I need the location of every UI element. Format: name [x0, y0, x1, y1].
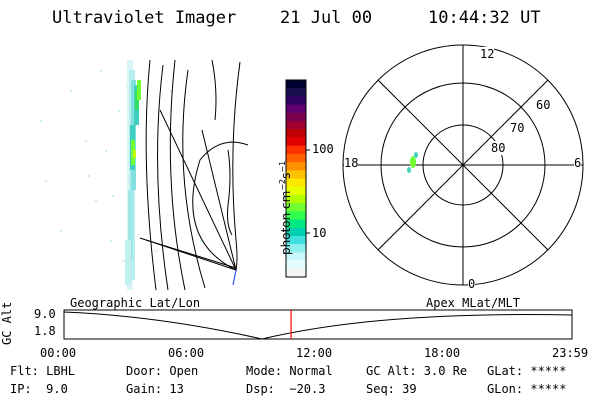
colorbar-tick-10: 10	[312, 226, 327, 240]
info-dsp: Dsp: −20.3	[246, 382, 326, 396]
timeline-right-title: Apex MLat/MLT	[426, 296, 520, 310]
mlt-label-12: 12	[480, 47, 495, 61]
colorbar-swatch	[286, 194, 306, 204]
y-tick-1-8: 1.8	[34, 324, 56, 338]
colorbar-swatch	[286, 88, 306, 97]
mlt-label-0: 0	[468, 277, 476, 291]
mlt-label-18: 18	[344, 156, 359, 170]
info-flt: Flt: LBHL	[10, 364, 76, 378]
colorbar-swatch	[286, 186, 306, 196]
colorbar-swatch	[286, 170, 306, 179]
colorbar-swatch	[286, 203, 306, 212]
info-gain: Gain: 13	[126, 382, 184, 396]
colorbar-swatch	[286, 104, 306, 114]
info-mode: Mode: Normal	[246, 364, 333, 378]
info-glat: GLat: *****	[487, 364, 567, 378]
date-label: 21 Jul 00	[280, 8, 373, 28]
info-gc-alt: GC Alt: 3.0 Re	[366, 364, 468, 378]
mlt-label-6: 6	[574, 156, 582, 170]
info-glon: GLon: *****	[487, 382, 567, 396]
colorbar-swatch	[286, 244, 306, 253]
lat-label-80: 80	[491, 141, 506, 155]
info-seq: Seq: 39	[366, 382, 417, 396]
colorbar-swatch	[286, 227, 306, 237]
colorbar-swatch	[286, 178, 306, 188]
instrument-title: Ultraviolet Imager	[52, 8, 237, 28]
colorbar-swatch	[286, 252, 306, 262]
colorbar-swatch	[286, 129, 306, 138]
colorbar-swatch	[286, 268, 306, 278]
lat-label-70: 70	[510, 121, 525, 135]
x-tick-1200: 12:00	[296, 346, 333, 360]
colorbar-swatch	[286, 235, 306, 245]
info-ip: IP: 9.0	[10, 382, 68, 396]
colorbar-swatch	[286, 219, 306, 229]
colorbar-swatch	[286, 211, 306, 221]
colorbar-swatch	[286, 112, 306, 122]
colorbar-swatch	[286, 137, 306, 147]
x-tick-0000: 00:00	[40, 346, 77, 360]
lat-label-60: 60	[536, 98, 551, 112]
colorbar-swatch	[286, 162, 306, 171]
timeline-left-title: Geographic Lat/Lon	[70, 296, 201, 310]
x-tick-0600: 06:00	[168, 346, 205, 360]
colorbar-swatch	[286, 153, 306, 163]
time-label: 10:44:32 UT	[428, 8, 541, 28]
colorbar-swatch	[286, 96, 306, 106]
colorbar-swatch	[286, 80, 306, 89]
x-tick-1800: 18:00	[424, 346, 461, 360]
info-door: Door: Open	[126, 364, 199, 378]
y-tick-9: 9.0	[34, 307, 56, 321]
colorbar-swatch	[286, 260, 306, 270]
colorbar-tick-100: 100	[312, 142, 334, 156]
x-tick-2359: 23:59	[552, 346, 589, 360]
colorbar-swatch	[286, 145, 306, 155]
colorbar-swatch	[286, 121, 306, 130]
